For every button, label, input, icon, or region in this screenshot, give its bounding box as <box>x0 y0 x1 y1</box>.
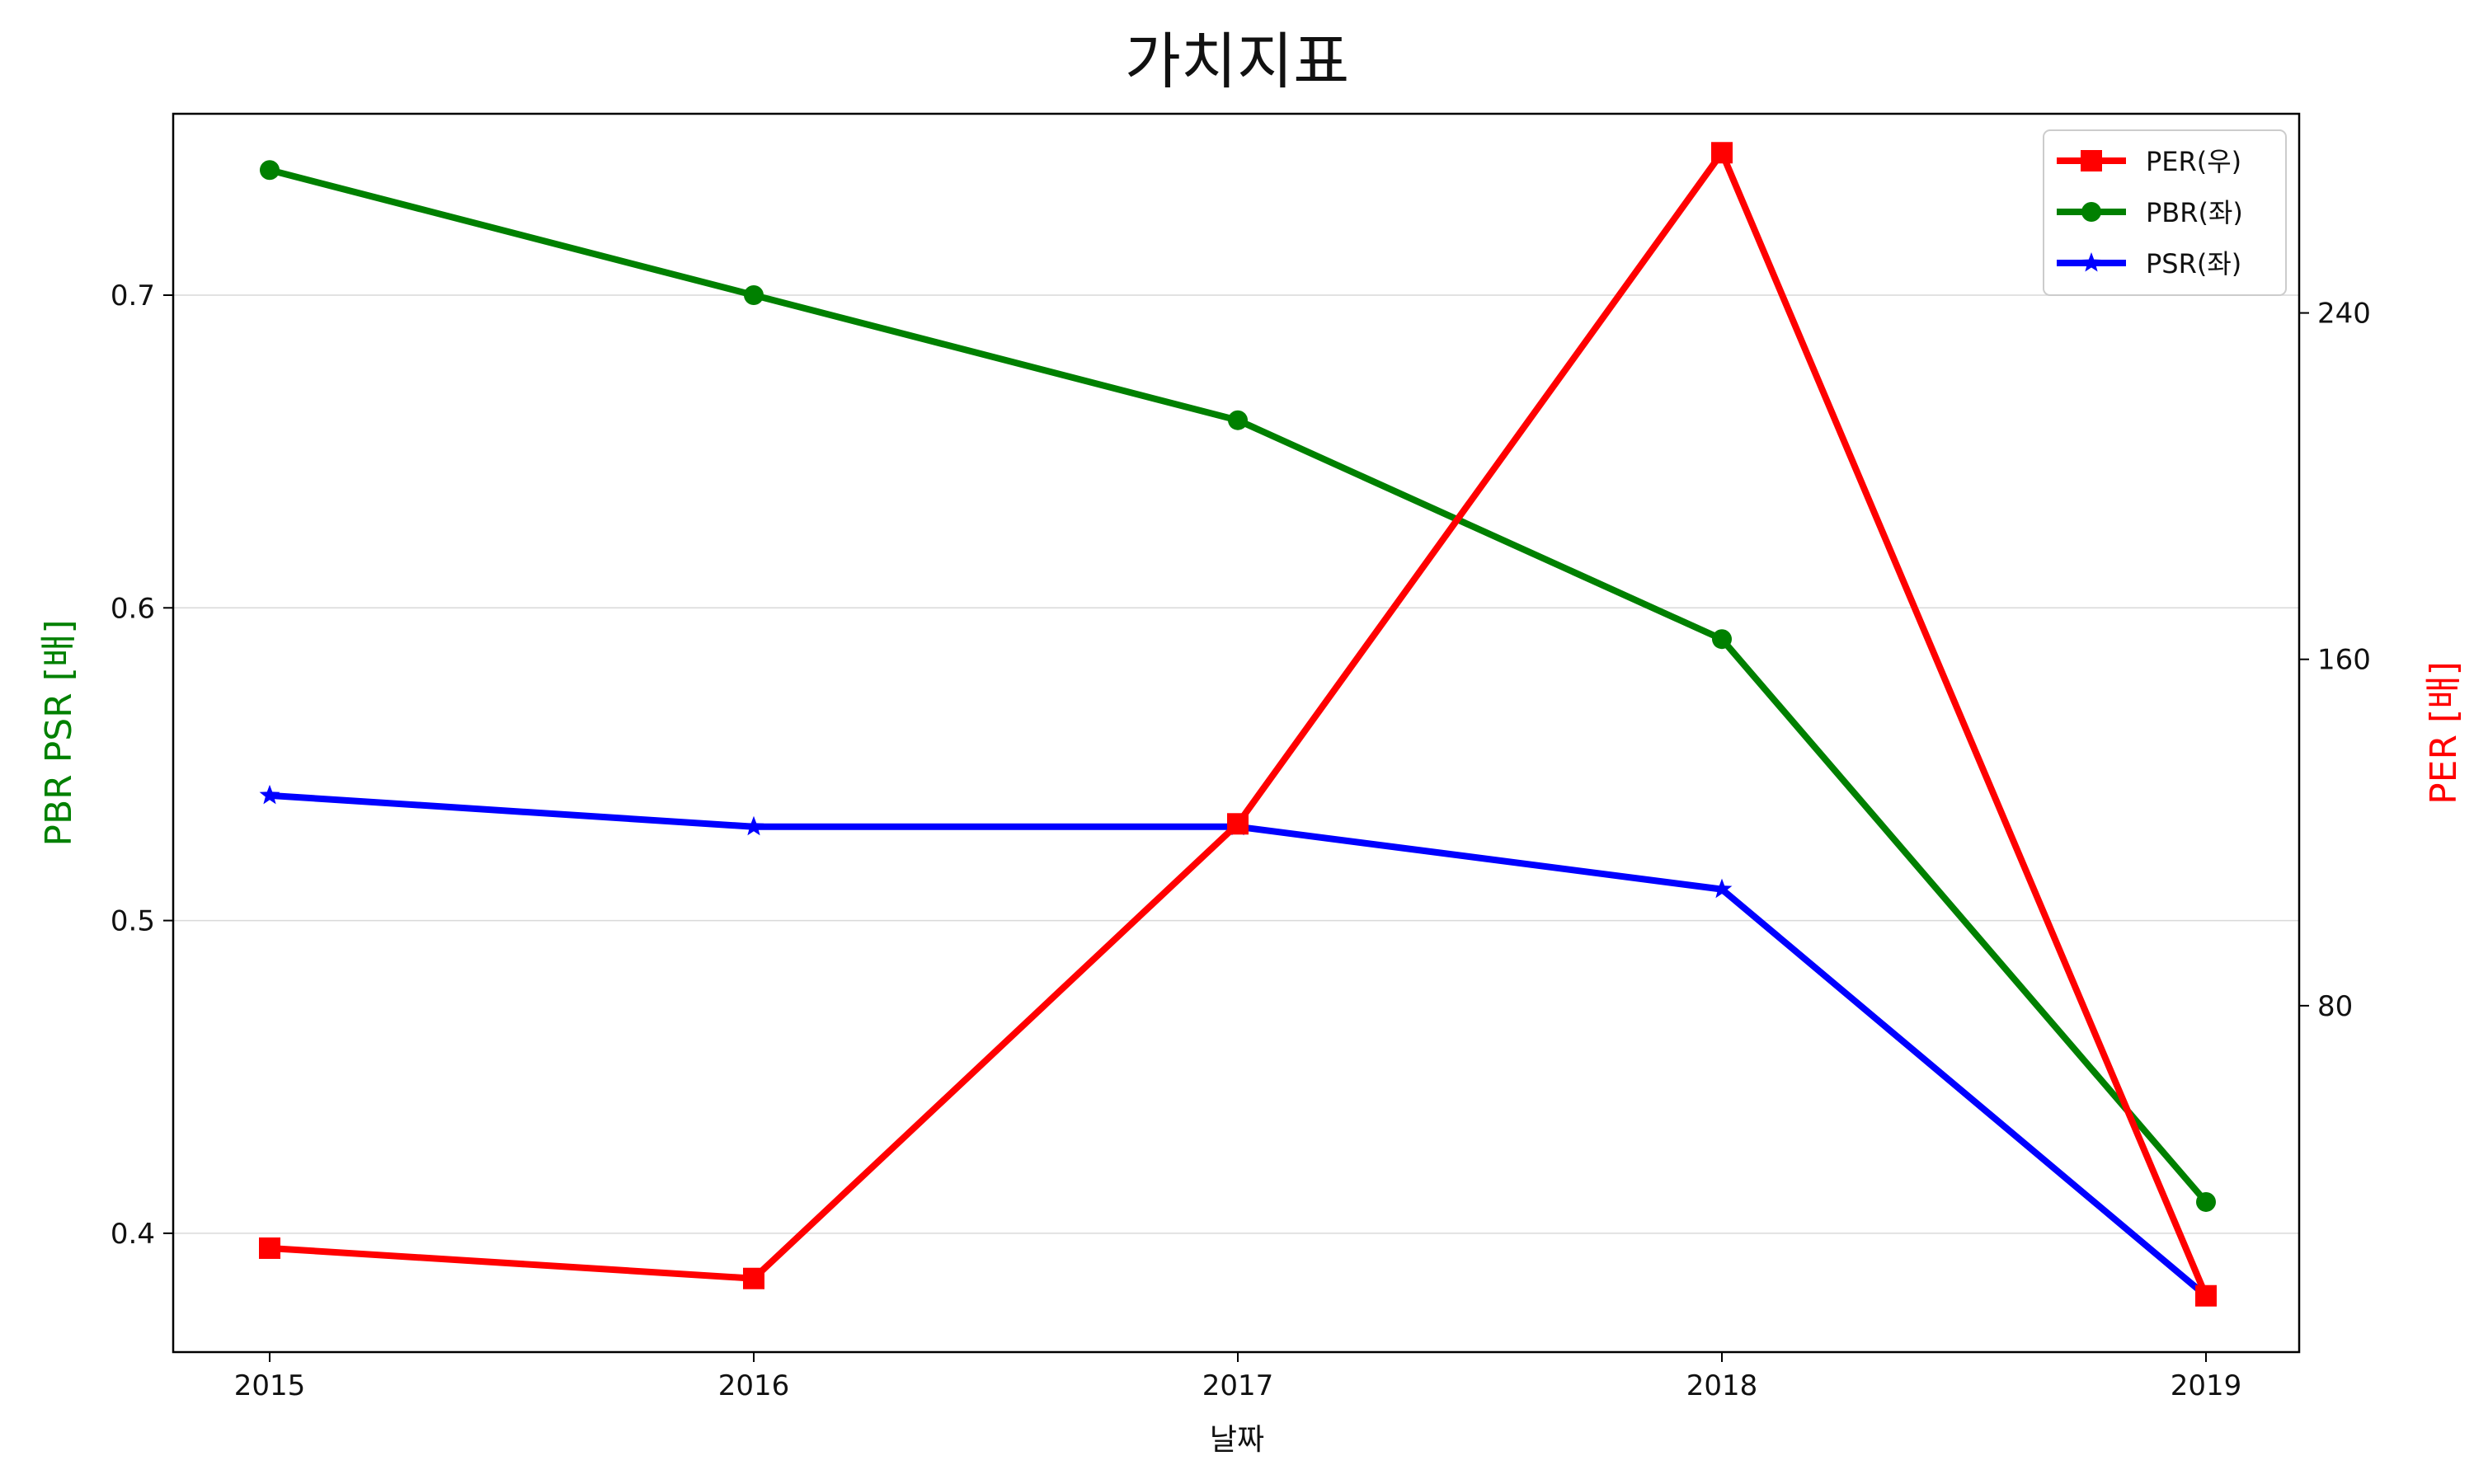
data-point <box>1228 410 1248 430</box>
right-y-tick-label: 240 <box>2317 298 2371 331</box>
x-axis: 2015 2016 2017 2018 2019 <box>234 1352 2242 1402</box>
series-PSR(좌) <box>259 784 2217 1305</box>
x-tick-label: 2017 <box>1202 1369 1274 1402</box>
right-y-axis-label: PER [배] <box>2423 661 2465 805</box>
series-line <box>266 791 2209 1299</box>
data-point <box>259 1237 280 1259</box>
data-point <box>743 815 764 836</box>
series-PER(우) <box>259 142 2217 1307</box>
right-y-tick-label: 160 <box>2317 644 2371 677</box>
grid-layer <box>173 294 2299 1234</box>
left-y-axis: 0.4 0.5 0.6 0.7 <box>111 279 173 1251</box>
series-line <box>266 149 2209 1299</box>
legend-item: PER(우) <box>2057 146 2241 177</box>
legend-marker <box>2081 202 2101 222</box>
right-y-axis: 80 160 240 <box>2299 298 2371 1023</box>
right-y-tick-label: 80 <box>2317 990 2353 1023</box>
x-axis-label: 날짜 <box>1210 1423 1264 1457</box>
data-point <box>259 784 280 805</box>
legend: PER(우) PBR(좌) PSR(좌) <box>2043 129 2287 296</box>
x-tick-label: 2015 <box>234 1369 306 1402</box>
legend-box <box>2043 129 2287 296</box>
data-point <box>2195 1284 2217 1307</box>
data-point <box>743 1267 764 1289</box>
left-y-tick-label: 0.5 <box>111 905 155 938</box>
series-layer <box>259 142 2217 1307</box>
plot-frame <box>172 112 2301 1354</box>
x-tick-label: 2016 <box>718 1369 790 1402</box>
data-point <box>2196 1191 2216 1212</box>
legend-label: PER(우) <box>2146 146 2241 177</box>
series-line <box>266 167 2209 1205</box>
x-tick-label: 2018 <box>1686 1369 1758 1402</box>
data-point <box>1711 142 1733 164</box>
left-y-tick-label: 0.6 <box>111 592 155 625</box>
left-y-axis-label: PBR PSR [배] <box>38 619 80 846</box>
data-point <box>744 284 764 305</box>
x-tick-label: 2019 <box>2171 1369 2242 1402</box>
data-point <box>260 160 280 181</box>
legend-marker <box>2081 150 2102 171</box>
data-point <box>1712 629 1732 650</box>
legend-label: PBR(좌) <box>2146 197 2243 228</box>
series-PBR(좌) <box>260 160 2216 1212</box>
data-point <box>1227 813 1249 835</box>
left-y-tick-label: 0.7 <box>111 279 155 312</box>
chart-title: 가치지표 <box>1125 26 1349 97</box>
legend-item: PSR(좌) <box>2057 248 2241 279</box>
legend-label: PSR(좌) <box>2146 248 2241 279</box>
data-point <box>1711 878 1733 899</box>
left-y-tick-label: 0.4 <box>111 1218 155 1251</box>
legend-item: PBR(좌) <box>2057 197 2243 228</box>
legend-marker <box>2081 252 2102 272</box>
